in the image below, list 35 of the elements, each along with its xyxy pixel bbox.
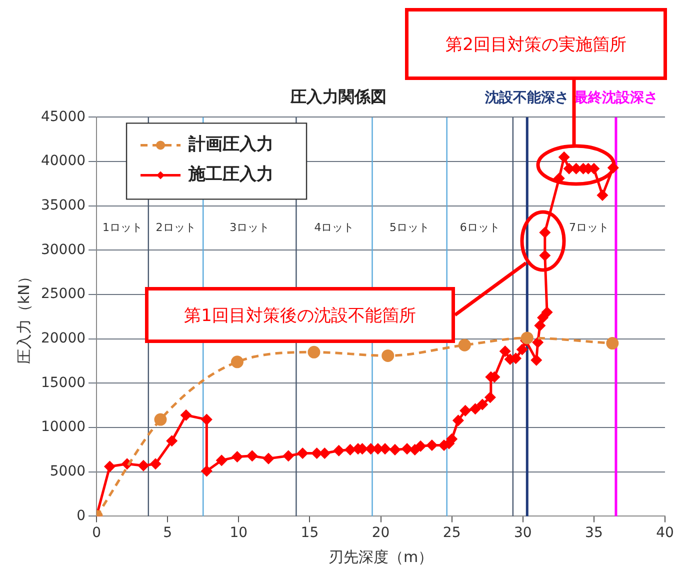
annotation: 3ロット xyxy=(230,220,270,234)
y-tick-label: 0 xyxy=(76,508,86,524)
annotation: 7ロット xyxy=(568,220,609,234)
y-tick-label: 25000 xyxy=(40,286,86,302)
y-tick-label: 15000 xyxy=(40,374,86,391)
y-tick-label: 45000 xyxy=(40,108,86,125)
x-tick-label: 20 xyxy=(372,525,390,542)
x-tick-label: 15 xyxy=(300,525,319,542)
y-tick-label: 10000 xyxy=(40,419,86,436)
y-tick-label: 20000 xyxy=(40,330,86,347)
x-tick-label: 5 xyxy=(163,525,172,542)
legend-label: 計画圧入力 xyxy=(188,134,274,155)
x-axis-title: 刃先深度（m） xyxy=(328,548,434,566)
y-tick-label: 35000 xyxy=(40,198,86,214)
annotation: 5ロット xyxy=(390,220,430,234)
annotation: 4ロット xyxy=(314,220,354,234)
annotation: 2ロット xyxy=(156,220,196,234)
y-tick-label: 40000 xyxy=(40,153,86,170)
ref-line-label: 最終沈設深さ xyxy=(572,90,658,106)
y-axis-title: 圧入力（kN） xyxy=(14,269,33,364)
y-tick-label: 30000 xyxy=(40,242,86,258)
annotation: 第1回目対策後の沈設不能箇所 xyxy=(184,304,416,326)
y-tick-label: 5000 xyxy=(50,464,86,480)
annotation: 1ロット xyxy=(102,220,142,234)
x-tick-label: 0 xyxy=(92,525,101,542)
x-tick-label: 25 xyxy=(442,525,461,542)
annotation: 6ロット xyxy=(460,220,500,234)
legend-label: 施工圧入力 xyxy=(188,164,274,185)
chart-title: 圧入力関係図 xyxy=(290,86,386,106)
text: 第2回目対策の実施箇所 xyxy=(446,34,626,56)
ref-line-label: 沈設不能深さ xyxy=(484,90,570,106)
x-tick-label: 35 xyxy=(585,525,603,542)
x-tick-label: 10 xyxy=(230,525,248,542)
x-tick-label: 30 xyxy=(514,525,532,542)
x-tick-label: 40 xyxy=(656,525,674,542)
